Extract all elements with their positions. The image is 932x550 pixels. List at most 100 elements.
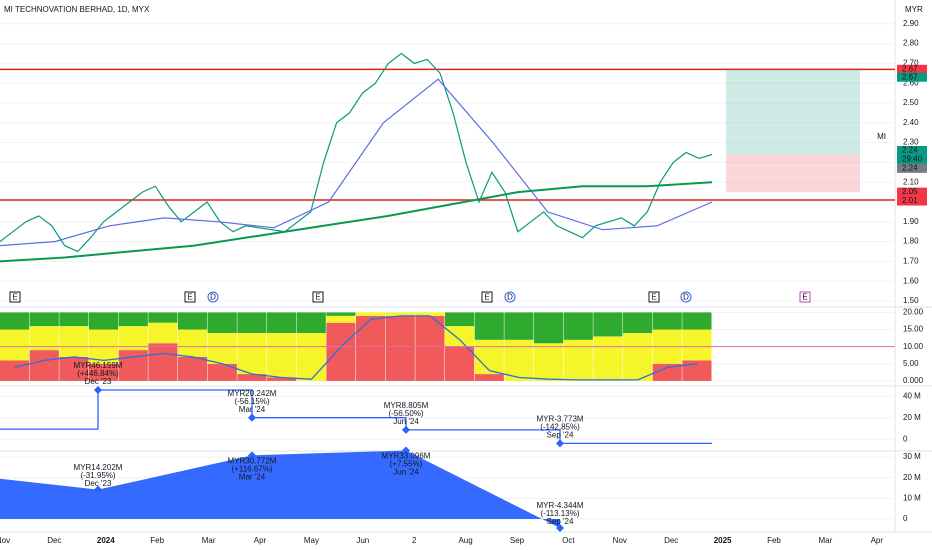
- price-badge-label: 2.67: [902, 72, 918, 81]
- indicator-bar: [326, 322, 356, 381]
- price-badge-label: 2.05: [902, 187, 918, 196]
- indicator-bar: [59, 356, 89, 381]
- price-badge: [897, 64, 927, 74]
- point-marker: [248, 413, 256, 422]
- indicator-bar: [326, 315, 356, 323]
- y-tick-label: 2.10: [903, 177, 919, 186]
- event-marker: [504, 291, 516, 303]
- indicator-bar: [148, 312, 178, 323]
- event-label: E: [802, 293, 807, 302]
- indicator-bar: [237, 312, 267, 333]
- y-tick-label: 2.80: [903, 39, 919, 48]
- point-label: Sep '24: [547, 517, 574, 526]
- event-marker: [799, 291, 811, 303]
- indicator-bar: [118, 312, 148, 327]
- indicator-bar: [652, 312, 682, 330]
- point-marker: [94, 385, 102, 394]
- y-tick-label: 20.00: [903, 308, 924, 317]
- y-tick-label: 15.00: [903, 325, 924, 334]
- indicator-bar: [623, 312, 653, 333]
- y-tick-label: 2.70: [903, 58, 919, 67]
- loss-zone: [726, 154, 860, 193]
- indicator-bar: [237, 332, 267, 375]
- indicator-bar: [504, 312, 534, 340]
- indicator-bar: [118, 326, 148, 351]
- price-badge: [897, 163, 927, 173]
- indicator-bar: [207, 312, 237, 333]
- revenue-step: [0, 389, 712, 444]
- indicator-line: [14, 315, 698, 381]
- point-label: MYR14.202M: [74, 463, 123, 472]
- point-label: (+446.84%): [77, 369, 119, 378]
- price-badge-label: 2.01: [902, 196, 918, 205]
- x-tick-label: Oct: [562, 536, 575, 545]
- y-tick-label: 2.30: [903, 138, 919, 147]
- profit-zone: [726, 69, 860, 155]
- point-label: (-56.50%): [388, 409, 423, 418]
- indicator-bar: [563, 339, 593, 381]
- indicator-bar: [474, 312, 504, 340]
- y-tick-label: 30 M: [903, 452, 921, 461]
- x-tick-label: Aug: [458, 536, 472, 545]
- y-tick-label: 40 M: [903, 392, 921, 401]
- point-label: Dec '23: [85, 479, 112, 488]
- indicator-bar: [445, 326, 475, 347]
- indicator-bar: [326, 312, 356, 316]
- indicator-bar: [593, 336, 623, 381]
- indicator-bar: [445, 312, 475, 327]
- indicator-bar: [682, 360, 712, 381]
- y-tick-label: 1.70: [903, 257, 919, 266]
- y-tick-label: 1.90: [903, 217, 919, 226]
- indicator-bar: [178, 312, 208, 330]
- price-badge: [897, 146, 927, 156]
- point-label: Jun '24: [393, 417, 419, 426]
- indicator-bar: [267, 332, 297, 378]
- point-label: (-56.15%): [234, 397, 269, 406]
- indicator-bar: [593, 312, 623, 337]
- indicator-bar: [682, 329, 712, 361]
- y-tick-label: 5.00: [903, 359, 919, 368]
- point-label: (-31.95%): [80, 471, 115, 480]
- indicator-bar: [178, 356, 208, 381]
- event-label: E: [12, 293, 17, 302]
- y-tick-label: 2.90: [903, 19, 919, 28]
- point-marker: [402, 425, 410, 434]
- event-marker: [680, 291, 692, 303]
- indicator-bar: [623, 332, 653, 381]
- indicator-bar: [59, 312, 89, 327]
- x-tick-label: Mar: [819, 536, 833, 545]
- event-marker: [9, 291, 21, 303]
- indicator-bar: [415, 312, 445, 316]
- y-tick-label: 10 M: [903, 493, 921, 502]
- x-tick-label: Apr: [254, 536, 267, 545]
- point-label: MYR30.772M: [228, 456, 277, 465]
- indicator-bar: [267, 312, 297, 333]
- indicator-bar: [118, 350, 148, 381]
- indicator-bar: [89, 363, 119, 381]
- indicator-bar: [682, 312, 712, 330]
- indicator-bar: [296, 312, 326, 333]
- event-label: E: [484, 293, 489, 302]
- x-tick-label: 2024: [97, 536, 115, 545]
- point-marker: [402, 446, 410, 455]
- y-tick-label: 20 M: [903, 473, 921, 482]
- point-marker: [556, 439, 564, 448]
- indicator-bar: [0, 360, 30, 381]
- y-tick-label: 1.60: [903, 276, 919, 285]
- indicator-bar: [148, 343, 178, 381]
- x-tick-label: Feb: [767, 536, 781, 545]
- y-tick-label: 0: [903, 434, 908, 443]
- point-label: Sep '24: [547, 430, 574, 439]
- indicator-bar: [385, 312, 415, 316]
- event-marker: [648, 291, 660, 303]
- indicator-bar: [445, 346, 475, 381]
- indicator-bar: [356, 315, 386, 381]
- point-marker: [94, 485, 102, 494]
- indicator-bar: [148, 322, 178, 344]
- indicator-bar: [89, 312, 119, 330]
- x-tick-label: 2: [412, 536, 417, 545]
- event-marker: [207, 291, 219, 303]
